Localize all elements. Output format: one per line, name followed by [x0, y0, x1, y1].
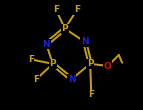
Text: F: F — [53, 5, 59, 14]
Text: F: F — [88, 90, 94, 99]
Text: F: F — [74, 5, 80, 14]
Text: F: F — [28, 55, 34, 64]
Text: N: N — [68, 75, 75, 84]
Text: P: P — [87, 59, 94, 68]
Text: N: N — [81, 37, 89, 46]
Text: F: F — [33, 75, 39, 84]
Text: P: P — [49, 59, 56, 68]
Text: O: O — [104, 61, 112, 71]
Text: P: P — [62, 24, 68, 33]
Text: N: N — [42, 39, 50, 49]
